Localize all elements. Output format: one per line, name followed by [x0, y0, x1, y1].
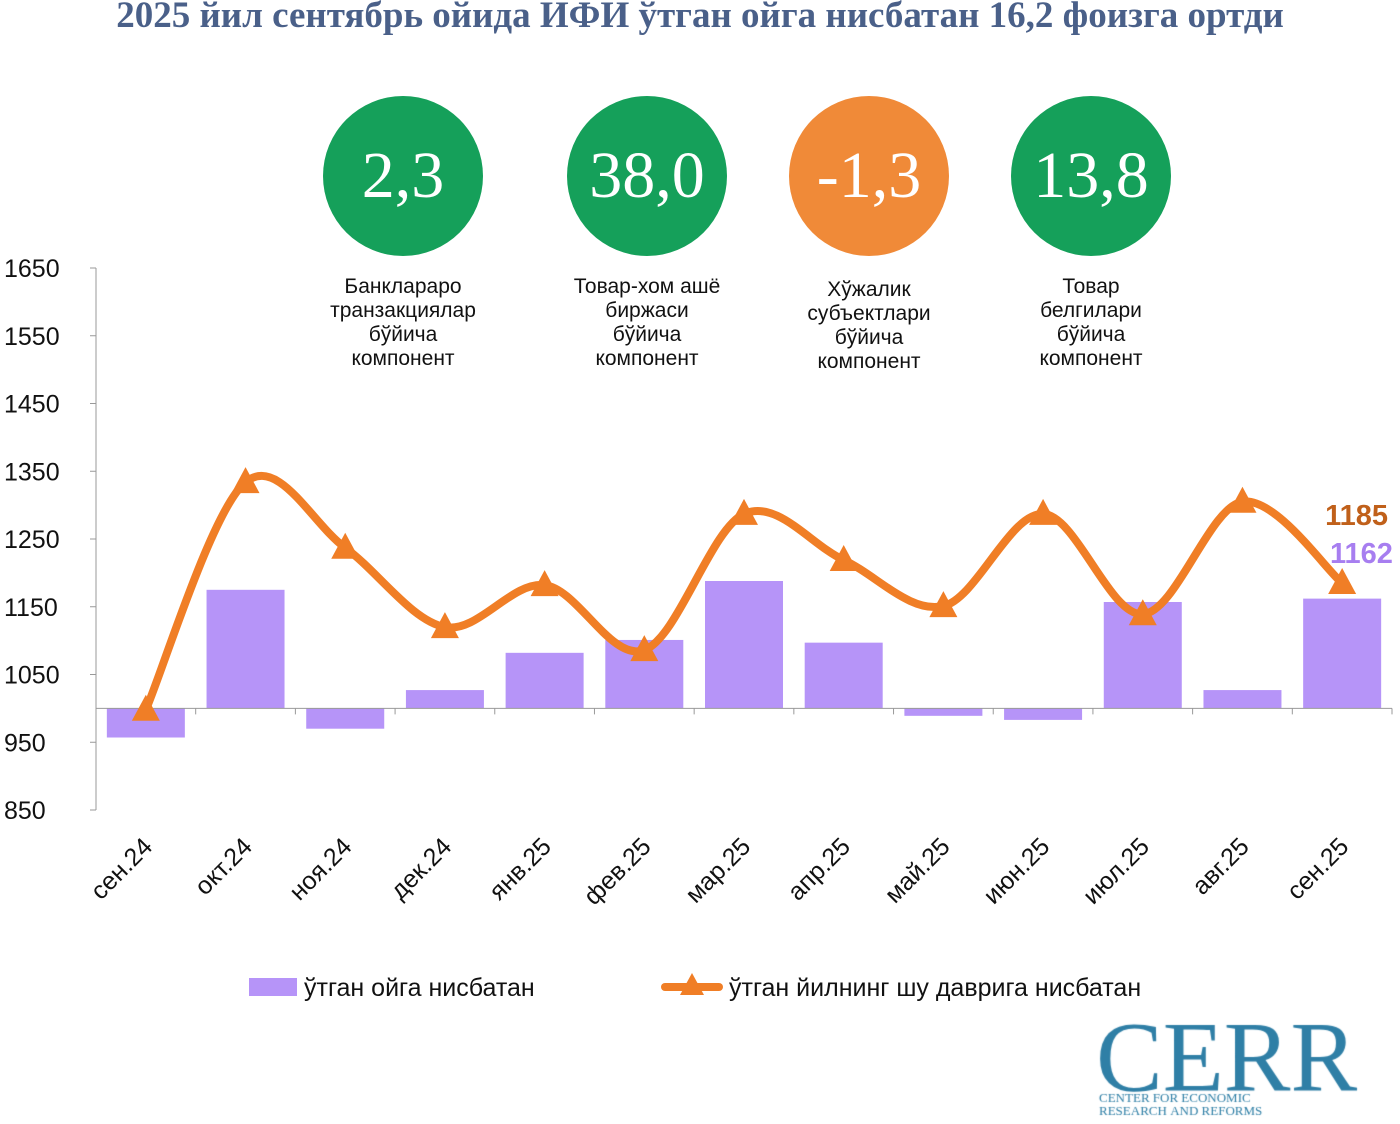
x-tick-label: июн.25 [978, 832, 1055, 909]
component-label-line: субъектлари [807, 302, 931, 325]
bar [206, 589, 285, 709]
x-tick-label: сен.25 [1282, 832, 1355, 905]
legend-bar-swatch [249, 978, 297, 996]
component-label-line: биржаси [605, 299, 689, 322]
y-tick-label: 1350 [4, 458, 60, 486]
bar [705, 581, 783, 709]
y-tick-label: 1550 [4, 323, 60, 351]
line-marker [331, 532, 360, 559]
line-marker [1128, 599, 1157, 626]
component-label: Товар-хом ашё биржаси бўйича компонент [537, 275, 757, 371]
bar [1004, 708, 1083, 720]
x-tick-label: окт.24 [190, 832, 258, 900]
legend-bar-label: ўтган ойга нисбатан [304, 974, 535, 1002]
line-marker [730, 498, 758, 525]
component-label-line: Банклараро [344, 275, 462, 298]
component-value-circle: 13,8 [1011, 96, 1171, 256]
component-label-line: транзакциялар [330, 299, 476, 322]
bar [1203, 690, 1282, 709]
y-tick-label: 950 [4, 729, 46, 757]
component-label-line: компонент [1039, 347, 1143, 370]
line-marker [231, 467, 260, 494]
component-value-circle: 38,0 [567, 96, 727, 256]
x-tick-label: апр.25 [782, 832, 856, 906]
component-value-circle: -1,3 [789, 96, 949, 256]
component-label-line: компонент [351, 347, 455, 370]
component-label-line: компонент [817, 350, 921, 373]
line-marker [131, 694, 160, 721]
x-tick-label: сен.24 [85, 832, 158, 905]
line-marker [929, 591, 958, 618]
component-label-line: белгилари [1040, 299, 1142, 322]
legend-line-label: ўтган йилнинг шу даврига нисбатан [729, 974, 1141, 1002]
bar [804, 642, 883, 709]
component-label-line: Хўжалик [827, 278, 911, 301]
legend-line-marker [680, 973, 704, 995]
line-marker [829, 545, 858, 572]
bar [904, 708, 983, 716]
x-tick-label: янв.25 [484, 832, 557, 905]
bar [405, 690, 484, 709]
data-label-line: 1185 [1325, 500, 1388, 532]
bar [505, 652, 584, 709]
bar [306, 708, 385, 729]
x-tick-label: ноя.24 [284, 832, 358, 906]
x-tick-label: июл.25 [1078, 832, 1155, 909]
component-label: Банклараро транзакциялар бўйича компонент [293, 275, 513, 371]
component-label-line: компонент [595, 347, 699, 370]
line-marker [530, 570, 559, 597]
data-label-bar: 1162 [1330, 538, 1393, 570]
component-label: Товар белгилари бўйича компонент [981, 275, 1201, 371]
y-tick-label: 1250 [4, 526, 60, 554]
x-tick-label: мар.25 [680, 832, 756, 908]
line-marker [430, 612, 459, 639]
line-marker [1328, 568, 1357, 595]
line-marker [1029, 498, 1058, 525]
component-label: Хўжалик субъектлари бўйича компонент [759, 278, 979, 374]
line-marker [1228, 486, 1257, 513]
line-marker [630, 635, 659, 662]
component-label-line: бўйича [368, 323, 438, 346]
bar [1303, 598, 1382, 709]
x-tick-label: фев.25 [578, 832, 656, 910]
y-tick-label: 1450 [4, 391, 60, 419]
y-tick-label: 1150 [4, 594, 58, 622]
component-label-line: бўйича [834, 326, 904, 349]
y-tick-label: 1650 [4, 255, 60, 283]
component-label-line: Товар-хом ашё [573, 275, 721, 298]
x-tick-label: авг.25 [1187, 832, 1255, 900]
component-label-line: бўйича [1056, 323, 1126, 346]
y-tick-label: 1050 [4, 662, 60, 690]
page-title: 2025 йил сентябрь ойида ИФИ ўтган ойга н… [116, 0, 1284, 36]
y-tick-label: 850 [4, 797, 46, 825]
cerr-logo [1090, 1010, 1390, 1122]
component-value-circle: 2,3 [323, 96, 483, 256]
component-label-line: бўйича [612, 323, 682, 346]
component-label-line: Товар [1062, 275, 1120, 298]
x-tick-label: дек.24 [385, 832, 457, 904]
x-tick-label: май.25 [879, 832, 955, 908]
